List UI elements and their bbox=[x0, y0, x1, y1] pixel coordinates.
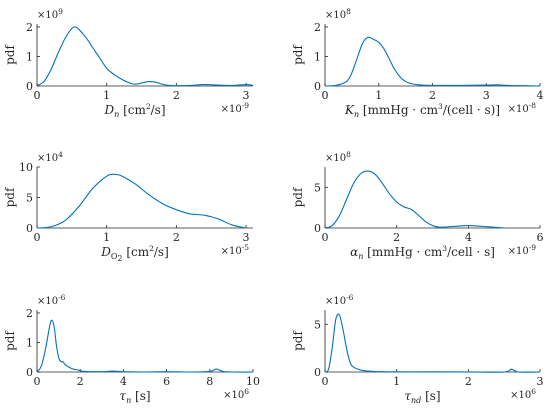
data-line bbox=[324, 170, 505, 229]
y-tick-label: 1 bbox=[314, 50, 321, 63]
x-tick-label: 3 bbox=[483, 89, 490, 102]
x-tick-label: 2 bbox=[173, 89, 180, 102]
x-axis-label: τn [s] bbox=[119, 389, 150, 405]
x-multiplier: ×10-9 bbox=[508, 243, 537, 257]
y-tick-label: 1 bbox=[26, 336, 33, 349]
x-tick-label: 3 bbox=[243, 231, 250, 244]
y-tick-label: 1 bbox=[26, 50, 33, 63]
subplot-2: 0 1 2 3 4 0 1 2 ×108 ×10-8 pdf Kn [mmHg · cm3/(cell… bbox=[291, 7, 544, 119]
data-line bbox=[324, 36, 541, 87]
data-line bbox=[36, 26, 254, 87]
y-tick-label: 5 bbox=[26, 192, 33, 205]
x-tick-label: 0 bbox=[34, 375, 41, 388]
y-tick-label: 5 bbox=[314, 318, 321, 331]
x-tick-label: 1 bbox=[393, 375, 400, 388]
y-tick-label: 0 bbox=[26, 366, 33, 379]
y-multiplier: ×108 bbox=[325, 7, 351, 21]
x-tick-label: 4 bbox=[120, 375, 127, 388]
x-tick-label: 1 bbox=[103, 231, 110, 244]
y-tick-label: 0 bbox=[26, 80, 33, 93]
x-tick-label: 2 bbox=[393, 231, 400, 244]
y-axis-label: pdf bbox=[291, 44, 305, 65]
y-axis-label: pdf bbox=[3, 44, 17, 65]
x-tick-label: 6 bbox=[537, 231, 544, 244]
y-tick-label: 2 bbox=[26, 307, 33, 320]
y-multiplier: ×10-6 bbox=[37, 293, 66, 307]
data-line bbox=[324, 313, 541, 373]
y-tick-label: 10 bbox=[19, 161, 33, 174]
y-axis-label: pdf bbox=[291, 330, 305, 351]
y-tick-label: 2 bbox=[314, 21, 321, 34]
subplot-5: 0 2 4 6 8 10 0 1 2 ×10-6 ×106 pdf τn [s] bbox=[3, 293, 260, 405]
x-tick-label: 0 bbox=[322, 375, 329, 388]
x-tick-label: 1 bbox=[375, 89, 382, 102]
y-tick-label: 0 bbox=[314, 80, 321, 93]
y-axis-label: pdf bbox=[3, 330, 17, 351]
x-tick-label: 3 bbox=[537, 375, 544, 388]
y-tick-label: 5 bbox=[314, 181, 321, 194]
subplot-3: 0 1 2 3 0 5 10 ×104 ×10-5 pdf DO2 [cm2/s] bbox=[3, 150, 253, 263]
x-tick-label: 1 bbox=[103, 89, 110, 102]
x-tick-label: 2 bbox=[173, 231, 180, 244]
x-tick-label: 10 bbox=[246, 375, 260, 388]
y-multiplier: ×104 bbox=[37, 150, 63, 164]
x-axis-label: Kn [mmHg · cm3/(cell · s)] bbox=[344, 102, 500, 119]
data-line bbox=[36, 319, 254, 373]
x-axis-label: τnd [s] bbox=[404, 389, 440, 405]
x-axis-label: αn [mmHg · cm3/cell · s] bbox=[350, 244, 495, 261]
y-tick-label: 0 bbox=[314, 366, 321, 379]
x-axis-label: Dn [cm2/s] bbox=[103, 102, 165, 119]
y-tick-label: 0 bbox=[26, 222, 33, 235]
x-axis-label: DO2 [cm2/s] bbox=[100, 244, 169, 263]
y-tick-label: 2 bbox=[26, 21, 33, 34]
x-tick-label: 3 bbox=[243, 89, 250, 102]
x-tick-label: 2 bbox=[429, 89, 436, 102]
y-multiplier: ×108 bbox=[325, 150, 351, 164]
x-tick-label: 4 bbox=[537, 89, 544, 102]
subplot-6: 0 1 2 3 0 5 ×10-6 ×106 pdf τnd [s] bbox=[291, 293, 544, 405]
x-multiplier: ×10-5 bbox=[221, 243, 250, 257]
y-axis-label: pdf bbox=[3, 186, 17, 207]
x-tick-label: 8 bbox=[206, 375, 213, 388]
subplot-1: 0 1 2 3 0 1 2 ×109 ×10-9 pdf Dn [cm2/s] bbox=[3, 7, 254, 119]
x-tick-label: 0 bbox=[322, 89, 329, 102]
x-tick-label: 0 bbox=[34, 89, 41, 102]
y-tick-label: 0 bbox=[314, 222, 321, 235]
y-axis-label: pdf bbox=[291, 186, 305, 207]
x-multiplier: ×10-8 bbox=[508, 101, 537, 115]
x-tick-label: 2 bbox=[77, 375, 84, 388]
y-multiplier: ×10-6 bbox=[325, 293, 354, 307]
data-line bbox=[36, 173, 247, 229]
x-multiplier: ×106 bbox=[223, 387, 249, 401]
x-tick-label: 0 bbox=[34, 231, 41, 244]
x-tick-label: 4 bbox=[465, 231, 472, 244]
x-multiplier: ×10-9 bbox=[221, 101, 250, 115]
x-tick-label: 2 bbox=[465, 375, 472, 388]
y-multiplier: ×109 bbox=[37, 7, 63, 21]
x-tick-label: 6 bbox=[163, 375, 170, 388]
subplot-4: 0 2 4 6 0 5 ×108 ×10-9 pdf αn [mmHg · cm3/cell · … bbox=[291, 150, 544, 261]
x-multiplier: ×106 bbox=[510, 387, 536, 401]
x-tick-label: 0 bbox=[322, 231, 329, 244]
